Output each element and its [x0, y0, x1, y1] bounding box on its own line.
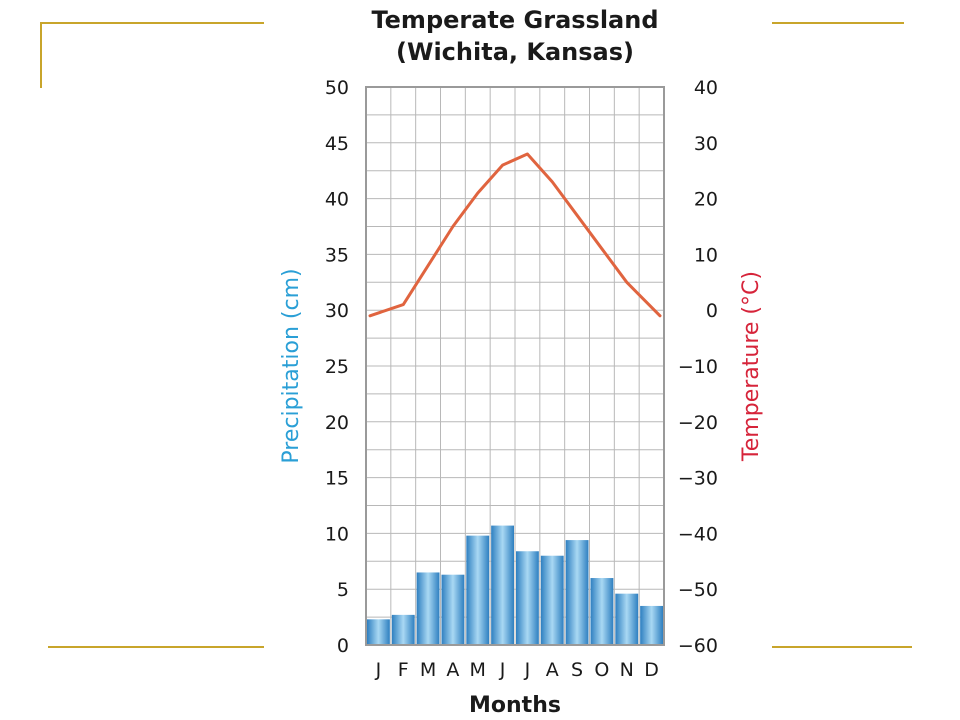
month-tick-label: A [546, 659, 559, 681]
temperature-axis-ticks: −60 −50 −40 −30 −20 −10 0 10 20 30 40 [678, 77, 718, 657]
month-tick-label: J [499, 659, 506, 681]
precipitation-bar [391, 614, 415, 645]
precipitation-bar [491, 525, 514, 645]
precipitation-tick-label: 10 [325, 523, 349, 545]
precipitation-bar [516, 551, 539, 645]
precipitation-tick-label: 5 [337, 579, 349, 601]
month-tick-label: O [594, 659, 609, 681]
precipitation-tick-label: 50 [325, 77, 349, 99]
month-tick-label: M [420, 659, 436, 681]
temperature-tick-label: −10 [678, 356, 718, 378]
temperature-tick-label: −30 [678, 468, 718, 490]
precipitation-bar [565, 540, 589, 645]
precipitation-tick-label: 35 [325, 244, 349, 266]
precipitation-tick-label: 40 [325, 189, 349, 211]
temperature-tick-label: 0 [706, 300, 718, 322]
temperature-tick-label: 30 [694, 133, 718, 155]
temperature-axis-title: Temperature (°C) [739, 271, 764, 462]
precipitation-bar [466, 535, 490, 645]
month-tick-label: M [470, 659, 486, 681]
plot-border [365, 86, 665, 646]
decor-line-bottom-right [772, 646, 912, 648]
temperature-tick-label: 10 [694, 244, 718, 266]
precipitation-tick-label: 0 [337, 635, 349, 657]
precipitation-axis-title: Precipitation (cm) [279, 268, 304, 463]
precipitation-tick-label: 15 [325, 468, 349, 490]
precipitation-bar [540, 555, 564, 645]
precipitation-bar [441, 574, 465, 645]
precipitation-bar [640, 605, 663, 645]
month-tick-label: F [398, 659, 409, 681]
month-tick-label: J [524, 659, 531, 681]
temperature-series [368, 152, 662, 318]
temperature-tick-label: −20 [678, 412, 718, 434]
month-tick-label: S [571, 659, 583, 681]
month-tick-label: D [644, 659, 659, 681]
precipitation-tick-label: 30 [325, 300, 349, 322]
precipitation-bar [590, 578, 614, 645]
plot-grid [366, 87, 664, 645]
decor-line-top-right [772, 22, 904, 24]
month-tick-label: J [375, 659, 382, 681]
precipitation-bar [615, 593, 639, 645]
precipitation-bar [367, 619, 390, 645]
temperature-line [368, 152, 662, 318]
decor-line-top-left [40, 22, 264, 24]
precipitation-axis-ticks: 0 5 10 15 20 25 30 35 40 45 50 [325, 77, 349, 657]
temperature-tick-label: −60 [678, 635, 718, 657]
decor-line-bottom-left [48, 646, 264, 648]
decor-line-left-vertical [40, 22, 42, 88]
month-tick-label: N [620, 659, 634, 681]
temperature-tick-label: −40 [678, 523, 718, 545]
precipitation-tick-label: 45 [325, 133, 349, 155]
chart-title: Temperate Grassland [371, 6, 658, 34]
precipitation-bar [416, 572, 440, 645]
temperature-tick-label: 40 [694, 77, 718, 99]
chart-subtitle: (Wichita, Kansas) [396, 38, 634, 66]
precipitation-bars [367, 525, 663, 645]
plot-frame [365, 86, 665, 646]
month-tick-label: A [446, 659, 459, 681]
precipitation-tick-label: 25 [325, 356, 349, 378]
temperature-tick-label: 20 [694, 189, 718, 211]
precipitation-tick-label: 20 [325, 412, 349, 434]
temperature-tick-label: −50 [678, 579, 718, 601]
x-axis-title: Months [469, 693, 561, 718]
